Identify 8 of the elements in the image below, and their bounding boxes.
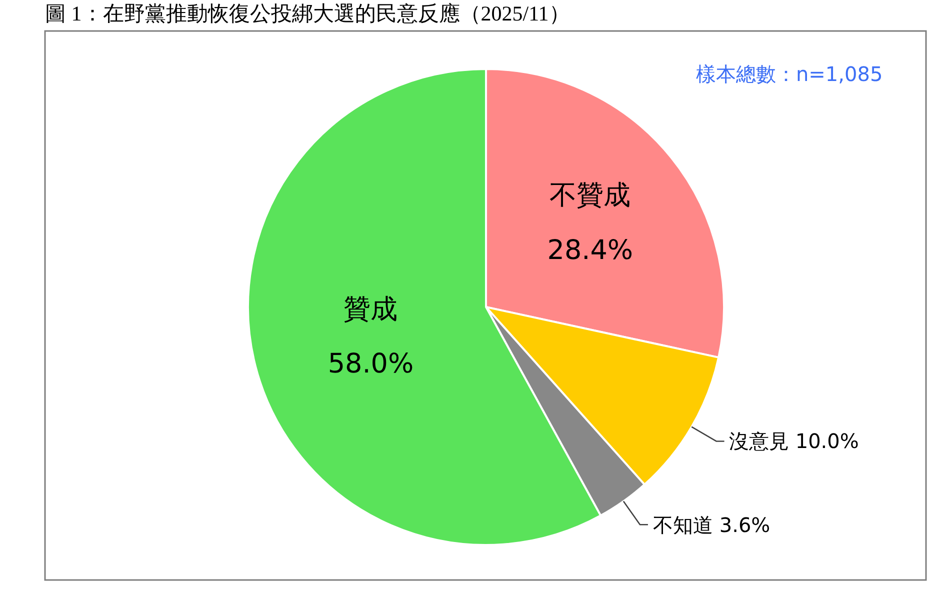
slice-label: 沒意見 10.0%	[729, 429, 859, 453]
slice-label: 不知道 3.6%	[653, 513, 770, 537]
text: 樣本總數：n=1,085	[696, 62, 883, 86]
data-label: 58.0%	[328, 348, 414, 380]
data-label: 28.4%	[547, 234, 634, 266]
chart-title: 圖 1：在野黨推動恢復公投綁大選的民意反應（2025/11）	[45, 1, 570, 26]
slice-label: 不贊成	[550, 180, 631, 212]
slice-label: 贊成	[344, 294, 398, 325]
